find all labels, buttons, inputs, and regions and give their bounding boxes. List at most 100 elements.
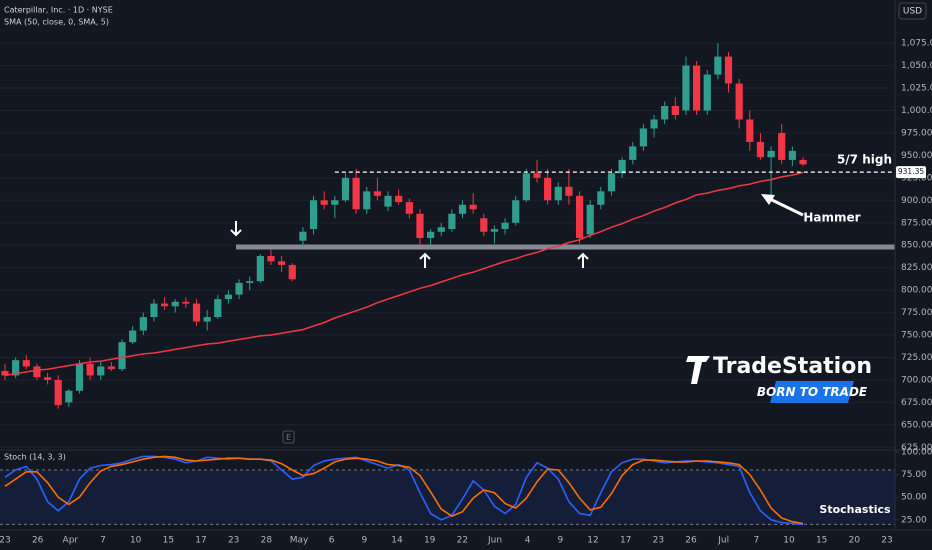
- candle-body: [661, 105, 669, 120]
- candle-body: [235, 282, 243, 295]
- candle-body: [544, 177, 552, 201]
- x-tick-label: 17: [620, 536, 631, 546]
- candle-body: [554, 186, 562, 201]
- candle-body: [373, 191, 381, 196]
- x-tick-label: 23: [0, 536, 11, 546]
- candle-body: [405, 202, 413, 214]
- sma-line: [4, 171, 804, 377]
- candle-body: [458, 204, 467, 214]
- x-tick-label: 23: [881, 536, 892, 546]
- grid: [0, 42, 895, 525]
- candle-body: [1, 370, 9, 376]
- y-tick-label: 675.00: [901, 398, 932, 408]
- candle-body: [512, 200, 520, 223]
- x-tick-label: Jul: [717, 536, 729, 546]
- y-tick-label: 700.00: [901, 375, 932, 385]
- candle-body: [714, 56, 722, 75]
- x-tick-label: 15: [816, 536, 827, 546]
- candle-body: [650, 119, 658, 129]
- x-tick-label: 22: [457, 536, 468, 546]
- x-tick-label: 23: [653, 536, 664, 546]
- candle-body: [65, 390, 73, 403]
- stoch-band: [0, 470, 895, 525]
- candle-body: [575, 195, 584, 239]
- earnings-marker[interactable]: [282, 430, 295, 444]
- x-tick-label: 10: [783, 536, 795, 546]
- y-tick-label: 925.00: [901, 173, 932, 183]
- stoch-annotation: Stochastics: [819, 503, 891, 516]
- candle-body: [22, 360, 30, 367]
- candle-body: [224, 294, 233, 300]
- y-tick-label: 875.00: [901, 218, 932, 228]
- y-tick-label: 800.00: [901, 286, 932, 296]
- candle-body: [416, 213, 424, 239]
- x-tick-label: 9: [361, 536, 367, 546]
- y-tick-label: 775.00: [901, 308, 932, 318]
- currency-box[interactable]: [898, 2, 927, 20]
- x-tick-label: Jun: [487, 536, 502, 546]
- logo-name: TradeStation: [713, 354, 872, 379]
- candle-body: [533, 173, 541, 178]
- candle-body: [767, 150, 775, 158]
- candle-body: [788, 150, 796, 160]
- stoch-legend: Stoch (14, 3, 3): [4, 453, 66, 462]
- candle-body: [139, 317, 147, 331]
- candle-body: [171, 301, 179, 307]
- x-tick-label: 23: [228, 536, 239, 546]
- candle-body: [671, 105, 679, 115]
- candle-body: [214, 299, 222, 318]
- y-tick-label: 50.00: [901, 493, 927, 503]
- candle-body: [309, 200, 318, 230]
- candle-body: [756, 141, 765, 158]
- candle-body: [182, 301, 190, 304]
- x-tick-label: 28: [261, 536, 273, 546]
- y-tick-label: 1,025.00: [901, 84, 932, 94]
- candle-body: [161, 303, 169, 307]
- y-tick-label: 650.00: [901, 420, 932, 430]
- candle-body: [86, 363, 94, 376]
- candle-body: [586, 204, 594, 235]
- candle-body: [118, 342, 126, 370]
- x-tick-label: 14: [391, 536, 403, 546]
- candle-body: [129, 330, 137, 343]
- x-tick-label: 6: [329, 536, 335, 546]
- candle-body: [43, 377, 52, 380]
- up-arrow: [419, 252, 431, 268]
- hammer-label: Hammer: [803, 211, 860, 225]
- logo-icon: [686, 356, 710, 384]
- candle-body: [480, 218, 488, 232]
- y-tick-label: 825.00: [901, 263, 932, 273]
- stoch-line: [4, 455, 804, 526]
- earnings-label: E: [286, 433, 291, 442]
- candle-body: [522, 173, 530, 201]
- candle-body: [607, 173, 616, 192]
- candle-body: [746, 119, 754, 142]
- candle-body: [799, 159, 807, 165]
- candle-body: [448, 213, 456, 230]
- y-tick-label: 750.00: [901, 331, 932, 341]
- level-price: 931.35: [898, 167, 924, 176]
- candle-body: [565, 186, 573, 196]
- x-tick-label: 12: [587, 536, 598, 546]
- hammer-arrow: [769, 197, 804, 217]
- symbol-legend: Caterpillar, Inc. · 1D · NYSE: [4, 6, 113, 15]
- candle-body: [150, 303, 158, 318]
- candle-body: [203, 317, 211, 322]
- candle-body: [288, 264, 296, 280]
- candle-body: [75, 363, 84, 391]
- candle-body: [267, 255, 275, 262]
- candle-body: [352, 177, 360, 210]
- candle-body: [639, 128, 647, 147]
- y-tick-label: 850.00: [901, 241, 932, 251]
- candle-body: [384, 195, 392, 207]
- hammer-arrowhead: [761, 194, 775, 205]
- candle-body: [597, 191, 605, 205]
- candle-body: [437, 227, 445, 232]
- y-tick-label: 75.00: [901, 470, 927, 480]
- candle-body: [320, 200, 328, 205]
- candle-body: [192, 303, 201, 322]
- candle-body: [778, 132, 786, 160]
- x-tick-label: 7: [753, 536, 759, 546]
